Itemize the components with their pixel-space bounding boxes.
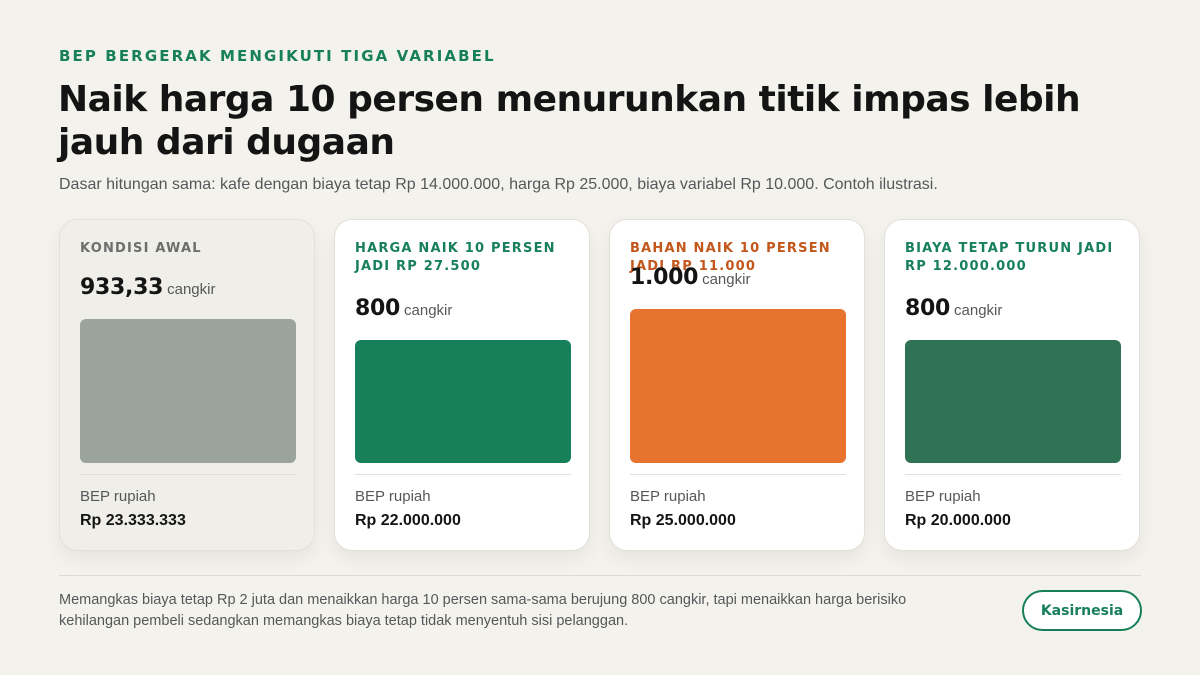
unit-label: cangkir bbox=[954, 302, 1003, 319]
bep-rupiah-label: BEP rupiah bbox=[355, 488, 431, 505]
card-divider bbox=[905, 474, 1121, 475]
scenario-label: KONDISI AWAL bbox=[80, 241, 202, 256]
bar bbox=[355, 340, 571, 463]
bar bbox=[630, 309, 846, 463]
value-label: 1.000 bbox=[630, 265, 699, 290]
bep-unit-value: 800 cangkir bbox=[355, 296, 452, 321]
bep-rupiah-value: Rp 22.000.000 bbox=[355, 512, 461, 529]
bep-rupiah-label: BEP rupiah bbox=[905, 488, 981, 505]
scenario-cards: KONDISI AWAL 933,33 cangkir BEP rupiah Rp 23… bbox=[59, 219, 1141, 551]
bep-rupiah-label: BEP rupiah bbox=[80, 488, 156, 505]
card-divider bbox=[80, 474, 296, 475]
footer-divider bbox=[59, 575, 1141, 576]
card-divider bbox=[355, 474, 571, 475]
scenario-card: BIAYA TETAP TURUN JADI RP 12.000.000 800 c… bbox=[884, 219, 1140, 551]
page-title: Naik harga 10 persen menurunkan titik im… bbox=[58, 79, 1081, 163]
scenario-card: BAHAN NAIK 10 PERSEN JADI RP 11.000 1.000… bbox=[609, 219, 865, 551]
brand-badge: Kasirnesia bbox=[1022, 590, 1142, 631]
value-label: 800 bbox=[905, 296, 951, 321]
scenario-label: BIAYA TETAP TURUN JADI RP 12.000.000 bbox=[905, 241, 1114, 274]
unit-label: cangkir bbox=[702, 271, 751, 288]
bep-rupiah-value: Rp 20.000.000 bbox=[905, 512, 1011, 529]
value-label: 800 bbox=[355, 296, 401, 321]
unit-label: cangkir bbox=[167, 281, 216, 298]
bar bbox=[905, 340, 1121, 463]
scenario-label: BAHAN NAIK 10 PERSEN JADI RP 11.000 bbox=[630, 241, 831, 274]
unit-label: cangkir bbox=[404, 302, 453, 319]
footer-note: Memangkas biaya tetap Rp 2 juta dan mena… bbox=[59, 592, 907, 629]
bep-unit-value: 1.000 cangkir bbox=[630, 265, 750, 290]
bar bbox=[80, 319, 296, 463]
subtitle: Dasar hitungan sama: kafe dengan biaya t… bbox=[59, 176, 938, 193]
bep-rupiah-value: Rp 25.000.000 bbox=[630, 512, 736, 529]
bep-unit-value: 800 cangkir bbox=[905, 296, 1002, 321]
card-divider bbox=[630, 474, 846, 475]
kicker: BEP BERGERAK MENGIKUTI TIGA VARIABEL bbox=[59, 47, 496, 65]
scenario-card: HARGA NAIK 10 PERSEN JADI RP 27.500 800 ca… bbox=[334, 219, 590, 551]
scenario-card: KONDISI AWAL 933,33 cangkir BEP rupiah Rp 23… bbox=[59, 219, 315, 551]
bep-rupiah-value: Rp 23.333.333 bbox=[80, 512, 186, 529]
bep-unit-value: 933,33 cangkir bbox=[80, 275, 215, 300]
bep-rupiah-label: BEP rupiah bbox=[630, 488, 706, 505]
value-label: 933,33 bbox=[80, 275, 164, 300]
scenario-label: HARGA NAIK 10 PERSEN JADI RP 27.500 bbox=[355, 241, 556, 274]
